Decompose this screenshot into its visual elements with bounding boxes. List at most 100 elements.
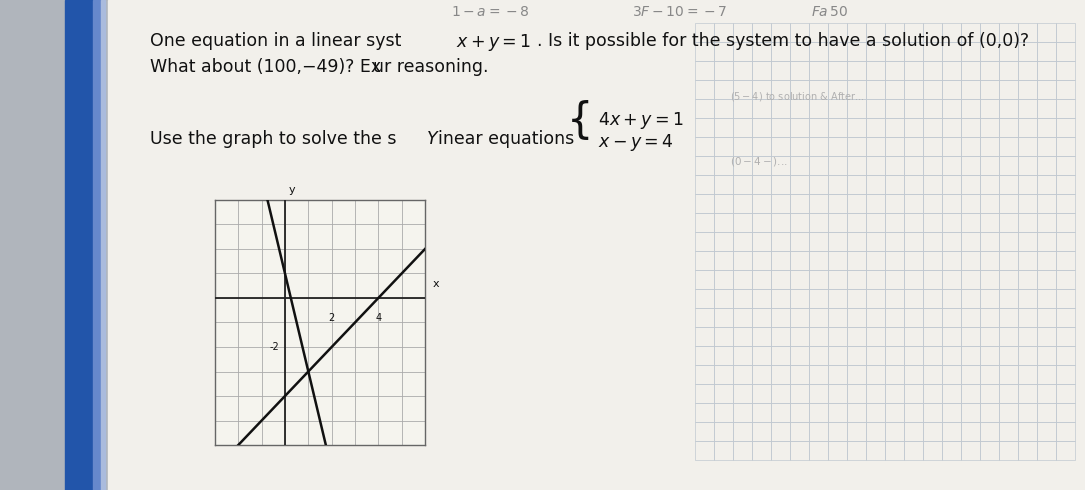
- Bar: [923, 308, 942, 327]
- Bar: [1037, 308, 1056, 327]
- Bar: [771, 42, 790, 61]
- Bar: [923, 232, 942, 251]
- Text: $(0-4-)$...: $(0-4-)$...: [730, 155, 788, 168]
- Bar: [752, 251, 771, 270]
- Bar: [961, 384, 980, 403]
- Bar: [714, 99, 733, 118]
- Bar: [999, 403, 1018, 422]
- Bar: [695, 23, 714, 42]
- Bar: [714, 346, 733, 365]
- Bar: [1037, 137, 1056, 156]
- Bar: [942, 194, 961, 213]
- Bar: [999, 308, 1018, 327]
- Bar: [847, 422, 866, 441]
- Bar: [980, 213, 999, 232]
- Bar: [885, 118, 904, 137]
- Bar: [771, 232, 790, 251]
- Bar: [828, 175, 847, 194]
- Bar: [961, 175, 980, 194]
- Bar: [1056, 327, 1075, 346]
- Bar: [923, 403, 942, 422]
- Bar: [904, 99, 923, 118]
- Bar: [923, 23, 942, 42]
- Text: . Is it possible for the system to have a solution of (0,0)?: . Is it possible for the system to have …: [537, 32, 1030, 50]
- Bar: [904, 270, 923, 289]
- Bar: [771, 251, 790, 270]
- Bar: [980, 61, 999, 80]
- Bar: [866, 384, 885, 403]
- Bar: [904, 118, 923, 137]
- Bar: [847, 99, 866, 118]
- Bar: [752, 403, 771, 422]
- Text: 4: 4: [375, 313, 382, 323]
- Bar: [885, 441, 904, 460]
- Bar: [866, 175, 885, 194]
- Bar: [885, 61, 904, 80]
- Bar: [733, 251, 752, 270]
- Bar: [885, 346, 904, 365]
- Bar: [961, 42, 980, 61]
- Bar: [923, 118, 942, 137]
- Bar: [695, 194, 714, 213]
- Bar: [961, 232, 980, 251]
- Bar: [1056, 99, 1075, 118]
- Bar: [980, 308, 999, 327]
- Bar: [885, 80, 904, 99]
- Bar: [1037, 327, 1056, 346]
- Bar: [885, 308, 904, 327]
- Bar: [828, 232, 847, 251]
- Bar: [1037, 118, 1056, 137]
- Bar: [942, 213, 961, 232]
- Bar: [1018, 289, 1037, 308]
- Bar: [885, 232, 904, 251]
- Bar: [714, 156, 733, 175]
- Bar: [866, 403, 885, 422]
- Bar: [885, 42, 904, 61]
- Bar: [809, 232, 828, 251]
- Bar: [790, 175, 809, 194]
- Bar: [1018, 365, 1037, 384]
- Bar: [714, 213, 733, 232]
- Text: Use the graph to solve the s: Use the graph to solve the s: [150, 130, 396, 148]
- Bar: [866, 99, 885, 118]
- Bar: [904, 80, 923, 99]
- Bar: [942, 99, 961, 118]
- Bar: [1037, 23, 1056, 42]
- Bar: [1018, 156, 1037, 175]
- Bar: [866, 346, 885, 365]
- Bar: [752, 137, 771, 156]
- Bar: [1037, 403, 1056, 422]
- Bar: [93, 0, 101, 490]
- Bar: [790, 308, 809, 327]
- Bar: [1037, 194, 1056, 213]
- Bar: [942, 23, 961, 42]
- Bar: [733, 441, 752, 460]
- Bar: [885, 270, 904, 289]
- Bar: [980, 365, 999, 384]
- Bar: [1056, 80, 1075, 99]
- Bar: [980, 232, 999, 251]
- Bar: [1018, 251, 1037, 270]
- Bar: [809, 99, 828, 118]
- Bar: [1037, 232, 1056, 251]
- Bar: [847, 441, 866, 460]
- Bar: [999, 422, 1018, 441]
- Bar: [752, 289, 771, 308]
- Bar: [904, 194, 923, 213]
- Text: $1 - a = -8$: $1 - a = -8$: [451, 5, 529, 19]
- Bar: [695, 346, 714, 365]
- Bar: [790, 384, 809, 403]
- Bar: [771, 327, 790, 346]
- Bar: [1037, 270, 1056, 289]
- Bar: [695, 289, 714, 308]
- Bar: [828, 137, 847, 156]
- Bar: [714, 403, 733, 422]
- Bar: [790, 23, 809, 42]
- Bar: [733, 308, 752, 327]
- Bar: [695, 327, 714, 346]
- Bar: [904, 346, 923, 365]
- Bar: [961, 61, 980, 80]
- Bar: [65, 0, 93, 490]
- Bar: [752, 384, 771, 403]
- Bar: [1018, 403, 1037, 422]
